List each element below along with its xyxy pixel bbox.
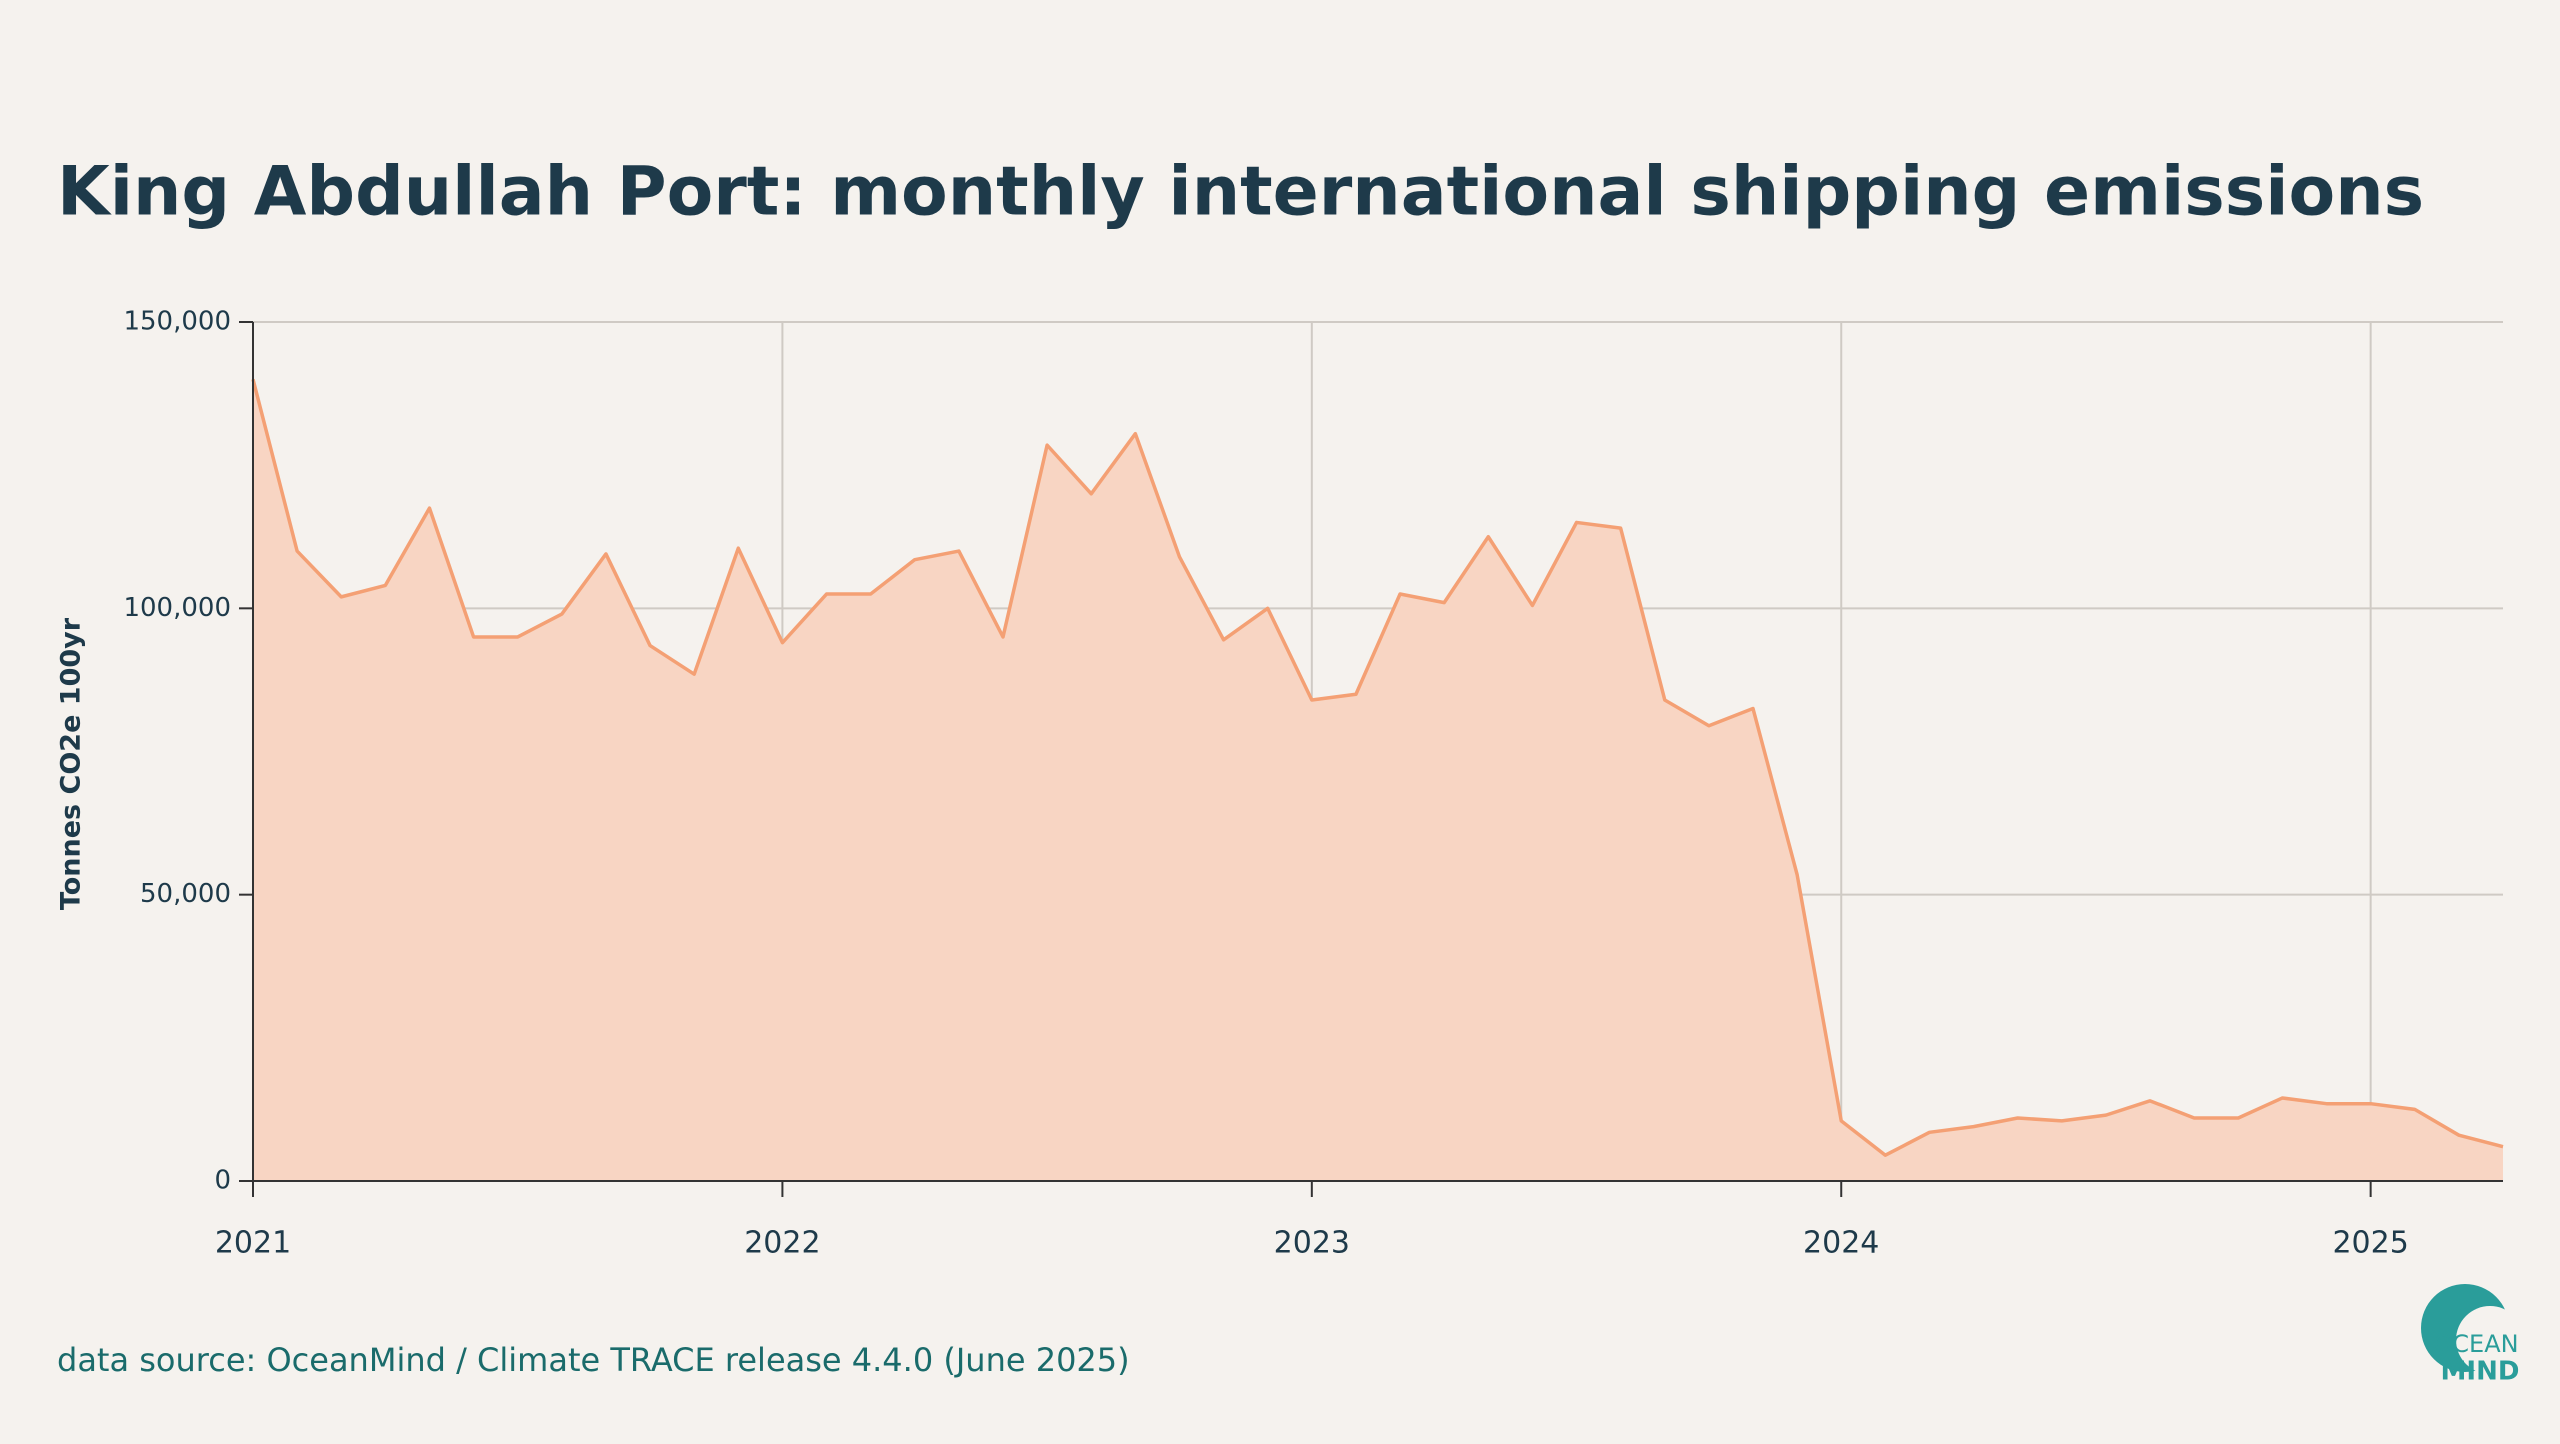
x-tick-label: 2025 bbox=[2332, 1226, 2408, 1261]
x-tick-label: 2022 bbox=[744, 1226, 820, 1261]
y-tick-label: 0 bbox=[214, 1166, 231, 1196]
y-tick-label: 100,000 bbox=[123, 593, 231, 623]
area bbox=[253, 379, 2503, 1181]
logo-text: MIND bbox=[2441, 1357, 2520, 1387]
logo-wave bbox=[2456, 1306, 2524, 1374]
source-note: data source: OceanMind / Climate TRACE r… bbox=[57, 1341, 1130, 1379]
y-tick-label: 150,000 bbox=[123, 307, 231, 337]
logo: OCEAN MIND bbox=[2421, 1284, 2524, 1387]
x-tick-label: 2023 bbox=[1274, 1226, 1350, 1261]
line bbox=[251, 378, 2504, 1157]
y-axis-label: Tonnes CO2e 100yr bbox=[56, 617, 87, 910]
chart-title: King Abdullah Port: monthly internationa… bbox=[57, 153, 2424, 232]
x-tick-label: 2021 bbox=[215, 1226, 291, 1261]
y-tick-label: 50,000 bbox=[140, 879, 231, 909]
x-tick-label: 2024 bbox=[1803, 1226, 1879, 1261]
logo-text: OCEAN bbox=[2433, 1330, 2518, 1358]
